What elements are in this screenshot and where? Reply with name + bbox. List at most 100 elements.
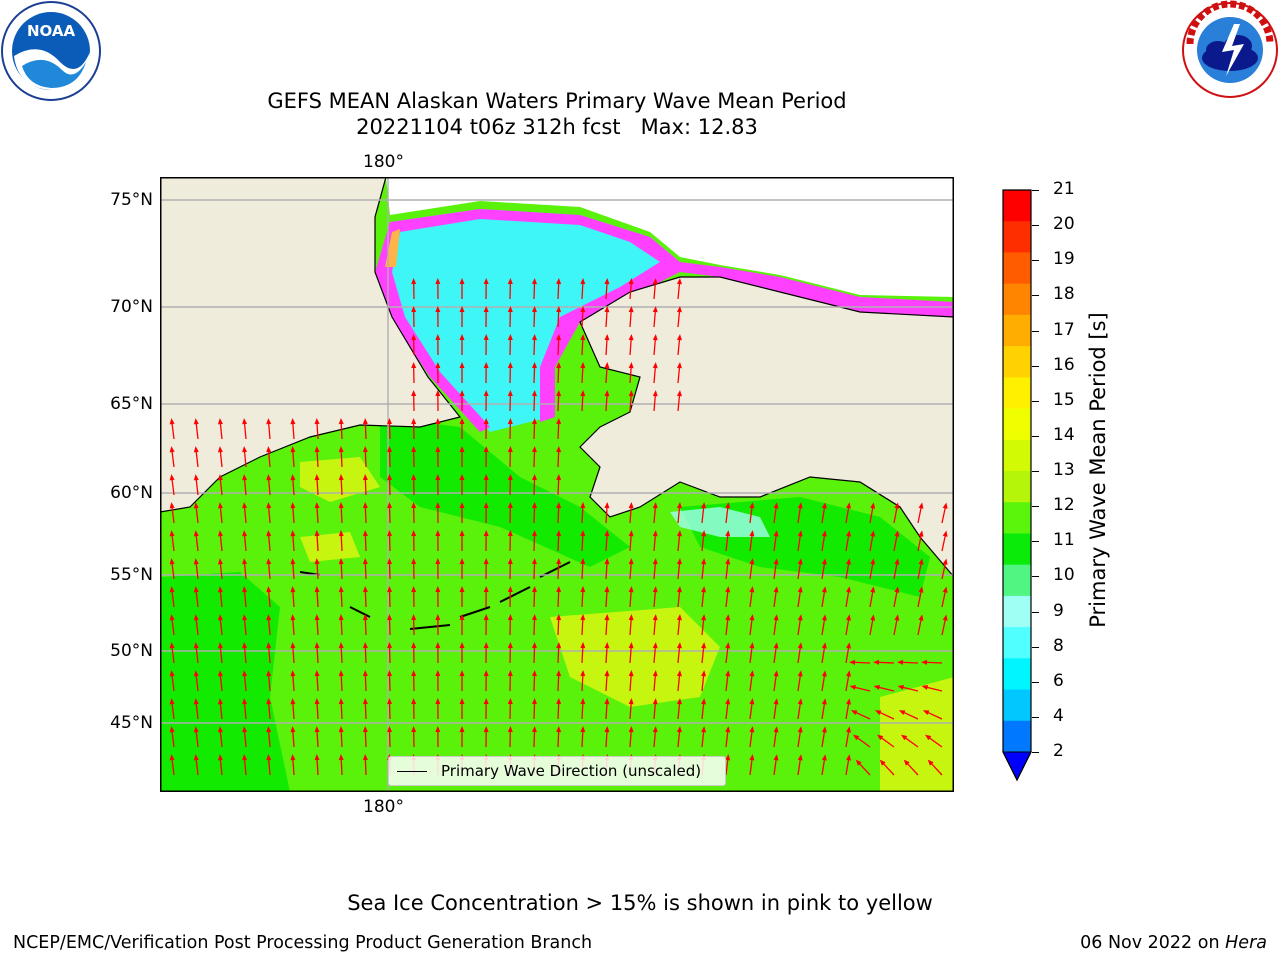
wave-arrow-head <box>169 670 175 677</box>
wave-arrow <box>364 616 367 636</box>
wave-arrow <box>364 700 367 720</box>
wave-arrow <box>243 729 247 748</box>
wave-arrow-head <box>193 642 199 649</box>
wave-arrow <box>557 644 560 664</box>
wave-arrow-head <box>652 530 658 537</box>
machine-name: Hera <box>1225 933 1267 953</box>
colorbar-tick-label: 14 <box>1053 424 1075 445</box>
colorbar-segment <box>1003 221 1031 253</box>
wave-arrow-head <box>411 530 417 537</box>
wave-arrow-head <box>797 558 803 565</box>
wave-arrow-head <box>483 530 489 537</box>
wave-arrow <box>653 645 657 664</box>
wave-arrow-head <box>169 614 175 621</box>
wave-arrow-head <box>483 642 489 649</box>
wave-arrow-head <box>628 334 634 341</box>
wave-arrow-head <box>290 754 296 761</box>
wave-arrow-head <box>846 614 851 621</box>
wave-arrow-head <box>773 530 779 537</box>
lat-label-75: 75°N <box>110 190 153 210</box>
wave-arrow <box>340 448 343 468</box>
wave-arrow <box>797 589 802 608</box>
colorbar-tick-label: 4 <box>1053 705 1064 726</box>
wave-arrow-head <box>652 698 658 705</box>
wave-arrow <box>292 645 295 664</box>
wave-arrow <box>292 421 295 440</box>
wave-arrow <box>557 672 560 692</box>
wave-arrow-head <box>459 670 465 677</box>
colorbar-tick-mark <box>1032 681 1039 683</box>
lon-label-top: 180° <box>363 152 404 172</box>
wave-arrow-head <box>387 474 393 481</box>
colorbar-tick-mark <box>1032 541 1039 543</box>
wave-arrow <box>677 533 681 552</box>
wave-arrow-head <box>169 502 175 509</box>
wave-arrow <box>340 644 343 664</box>
wave-arrow-head <box>846 530 851 537</box>
wave-arrow-head <box>362 474 368 481</box>
wave-arrow <box>901 710 919 720</box>
wave-arrow-head <box>749 726 755 733</box>
wave-arrow-head <box>556 614 562 621</box>
wave-arrow-head <box>242 418 248 425</box>
wave-arrow-head <box>387 530 393 537</box>
wave-arrow-head <box>193 502 199 509</box>
wave-arrow-head <box>483 586 489 593</box>
wave-arrow-head <box>507 642 513 649</box>
wave-arrow-head <box>749 530 755 537</box>
wave-arrow-head <box>652 670 658 677</box>
wave-arrow-head <box>556 698 562 705</box>
wave-arrow-head <box>556 530 562 537</box>
wave-arrow <box>292 533 295 552</box>
wave-arrow-head <box>483 614 489 621</box>
wave-arrow-head <box>701 558 707 565</box>
wave-arrow <box>292 477 295 496</box>
wave-arrow-head <box>846 754 851 761</box>
wave-arrow <box>581 588 584 608</box>
wave-arrow-head <box>459 474 465 481</box>
wave-arrow-head <box>338 614 344 621</box>
colorbar-tick-mark <box>1032 260 1039 262</box>
wave-arrow-head <box>942 530 948 537</box>
wave-arrow <box>677 617 681 636</box>
wave-arrow-head <box>556 306 562 313</box>
wave-arrow <box>388 672 391 692</box>
wave-arrow-head <box>314 642 320 649</box>
sea-ice-note: Sea Ice Concentration > 15% is shown in … <box>347 891 933 915</box>
wave-arrow-head <box>797 586 803 593</box>
wave-arrow-head <box>459 698 465 705</box>
wave-arrow-head <box>435 502 441 509</box>
wave-arrow-head <box>531 390 537 397</box>
wave-arrow <box>900 686 919 692</box>
wave-arrow-head <box>676 502 682 509</box>
wave-arrow-head <box>925 734 932 741</box>
wave-arrow <box>853 710 871 720</box>
wave-arrow-head <box>169 418 175 425</box>
ocean-strong-west <box>160 572 290 792</box>
wave-arrow-head <box>628 502 634 509</box>
wave-arrow-head <box>897 685 905 690</box>
wave-arrow-head <box>314 698 320 705</box>
wave-arrow <box>340 504 343 524</box>
wave-arrow-head <box>193 446 199 453</box>
wave-arrow-head <box>604 586 610 593</box>
wave-arrow <box>899 661 919 664</box>
colorbar-tick-label: 11 <box>1053 530 1075 551</box>
wave-arrow <box>364 756 367 776</box>
wave-arrow-head <box>556 642 562 649</box>
wave-arrow-head <box>217 614 223 621</box>
colorbar-tick-label: 6 <box>1053 670 1064 691</box>
colorbar-segment <box>1003 439 1031 472</box>
wave-arrow-head <box>773 698 779 705</box>
wave-arrow-head <box>314 754 320 761</box>
wave-arrow-head <box>435 362 441 369</box>
colorbar-segment <box>1003 377 1031 410</box>
wave-arrow <box>557 532 560 552</box>
wave-arrow-head <box>290 726 296 733</box>
wave-arrow <box>653 393 657 412</box>
wave-arrow-head <box>435 446 441 453</box>
wave-arrow-head <box>701 614 707 621</box>
wave-arrow <box>677 505 681 524</box>
wave-arrow-head <box>507 334 513 341</box>
wave-arrow-head <box>531 670 537 677</box>
